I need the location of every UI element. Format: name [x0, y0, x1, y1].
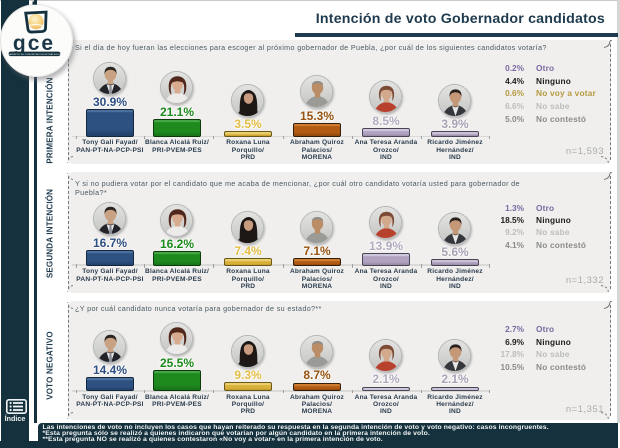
svg-text:gce: gce	[13, 32, 55, 55]
svg-text:GABINETE DE COMUNICACION ESTRA: GABINETE DE COMUNICACION ESTRATEGICA	[8, 53, 62, 56]
